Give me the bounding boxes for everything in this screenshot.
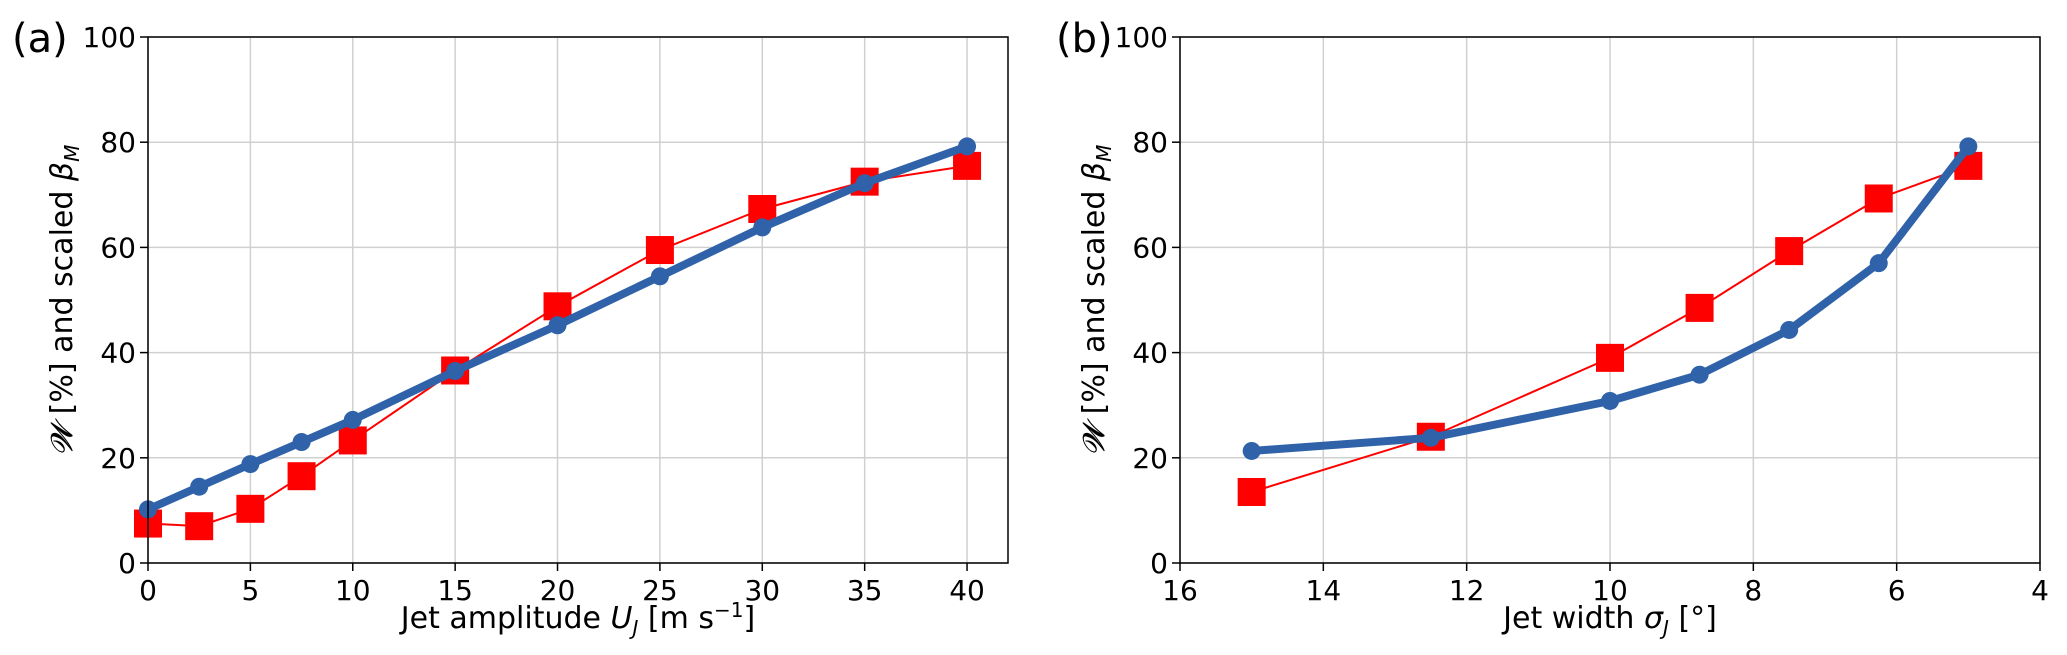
y-tick-label: 60 — [1132, 231, 1168, 264]
x-tick-label: 14 — [1306, 574, 1342, 607]
panel-a-plot-frame — [147, 36, 1009, 564]
data-point-square — [645, 236, 674, 265]
data-point-circle — [1421, 428, 1440, 447]
x-tick-label: 30 — [744, 574, 780, 607]
data-point-square — [236, 494, 265, 523]
chart-panel-a: 0 5 10 15 20 25 30 35 40 0 20 40 60 80 100 (a) Jet amp… — [12, 16, 1009, 640]
x-tick-label: 15 — [437, 574, 473, 607]
y-tick-label: 40 — [1132, 337, 1168, 370]
data-point-circle — [753, 218, 772, 237]
panel-a-grid — [147, 36, 1008, 564]
y-tick-label: 80 — [100, 126, 136, 159]
x-tick-label: 40 — [949, 574, 985, 607]
y-tick-label: 100 — [1115, 21, 1168, 54]
y-tick-label: 20 — [100, 442, 136, 475]
x-tick-label: 0 — [139, 574, 157, 607]
y-tick-label: 80 — [1132, 126, 1168, 159]
blue-circle-series — [1242, 137, 1978, 460]
data-point-circle — [1690, 365, 1709, 384]
y-tick-label: 0 — [118, 547, 136, 580]
panel-b-y-axis-label: 𝓦 [%] and scaled βM — [1077, 145, 1116, 456]
data-point-circle — [446, 362, 465, 381]
data-point-circle — [650, 267, 669, 286]
x-tick-label: 16 — [1162, 574, 1198, 607]
data-point-square — [748, 195, 777, 224]
x-tick-label: 20 — [540, 574, 576, 607]
data-point-circle — [343, 410, 362, 429]
data-point-square — [185, 512, 214, 541]
panel-a-x-axis-label: Jet amplitude UJ [m s−1] — [399, 598, 755, 640]
data-point-square — [953, 151, 982, 180]
panel-a-label: (a) — [12, 16, 68, 62]
data-point-circle — [1959, 137, 1978, 156]
y-tick-label: 40 — [100, 337, 136, 370]
data-point-square — [1596, 343, 1624, 372]
data-point-circle — [1601, 391, 1619, 410]
x-tick-label: 5 — [241, 574, 259, 607]
data-point-circle — [1242, 441, 1261, 460]
panel-b-x-axis-label: Jet width σJ [°] — [1501, 601, 1717, 640]
panel-a-y-axis-label: 𝓦 [%] and scaled βM — [45, 145, 84, 456]
x-tick-label: 10 — [335, 574, 371, 607]
data-point-square — [1864, 184, 1893, 213]
panel-b-label: (b) — [1056, 16, 1113, 62]
x-tick-label: 12 — [1449, 574, 1485, 607]
data-point-circle — [1869, 254, 1888, 273]
data-point-square — [1237, 477, 1266, 506]
data-point-square — [1775, 237, 1804, 266]
data-point-circle — [190, 477, 209, 496]
data-point-square — [543, 292, 572, 321]
x-tick-label: 6 — [1888, 574, 1906, 607]
data-point-circle — [1780, 320, 1799, 339]
data-point-circle — [241, 455, 260, 474]
panel-a-ticks: 0 5 10 15 20 25 30 35 40 0 20 40 60 80 100 — [83, 21, 985, 607]
x-tick-label: 35 — [847, 574, 883, 607]
y-tick-label: 60 — [100, 231, 136, 264]
data-point-square — [338, 426, 367, 455]
blue-circle-series — [139, 137, 977, 519]
data-point-circle — [548, 316, 567, 335]
y-tick-label: 100 — [83, 21, 136, 54]
y-tick-label: 0 — [1150, 547, 1168, 580]
data-point-circle — [292, 433, 311, 452]
data-point-circle — [855, 174, 874, 193]
x-tick-label: 8 — [1744, 574, 1762, 607]
panel-a-series — [134, 137, 982, 541]
panel-b-series — [1237, 137, 1983, 506]
data-point-square — [1685, 293, 1714, 322]
data-point-circle — [958, 137, 977, 156]
panel-b-grid — [1179, 36, 2041, 564]
data-point-square — [287, 462, 316, 491]
y-tick-label: 20 — [1132, 442, 1168, 475]
x-tick-label: 25 — [642, 574, 678, 607]
x-tick-label: 10 — [1592, 574, 1628, 607]
x-tick-label: 4 — [2031, 574, 2049, 607]
